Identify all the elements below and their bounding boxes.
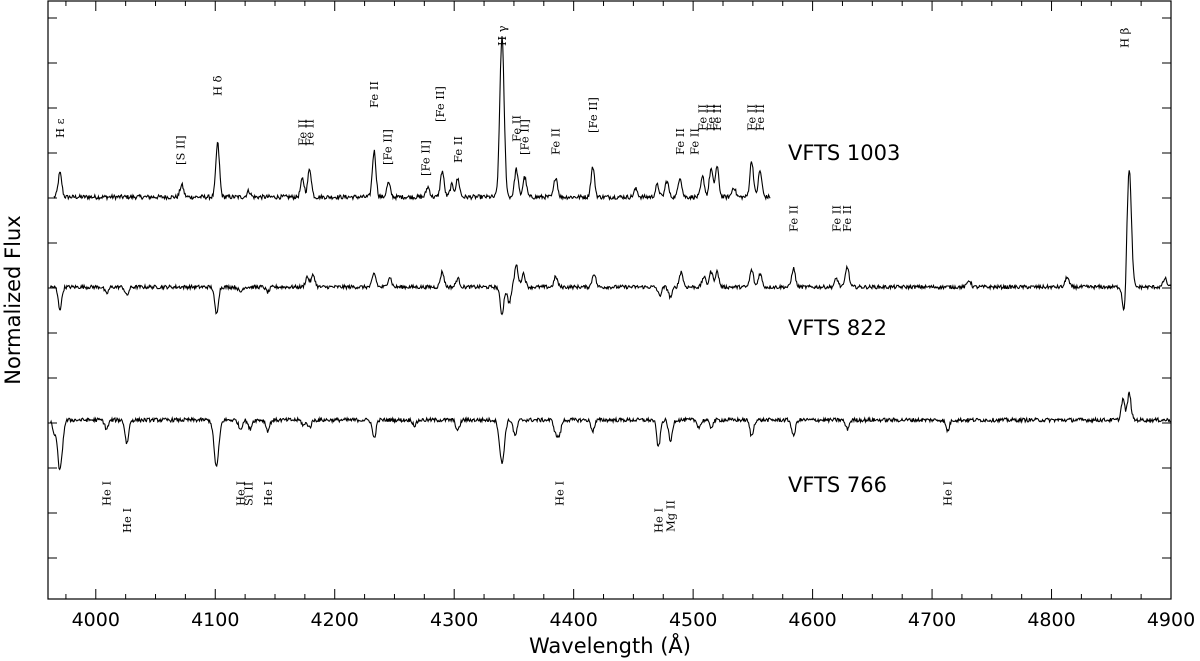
line-id-label: Fe II <box>829 205 843 232</box>
x-axis: 4000 4100 4200 4300 4400 4500 4600 4700 4800 4900 <box>65 1 1195 631</box>
x-tick-label: 4300 <box>430 609 478 631</box>
line-id-label: He I <box>100 481 114 506</box>
line-id-label: [Fe II] <box>586 97 600 133</box>
plot-frame <box>47 0 1172 600</box>
line-id-label: He I <box>261 481 275 506</box>
line-id-label: Fe II <box>295 119 309 146</box>
line-id-label: Fe II <box>745 104 759 131</box>
line-id-label: [Fe II] <box>419 140 433 176</box>
series-label: VFTS 766 <box>788 473 887 497</box>
line-id-label: H β <box>1117 27 1131 48</box>
line-id-label: [Fe II] <box>380 129 394 165</box>
spectrum-line <box>53 36 771 202</box>
annotations: VFTS 1003 VFTS 822 VFTS 766 H ε [S II] H δ Fe … <box>53 25 1131 533</box>
x-tick-label: 4800 <box>1027 609 1075 631</box>
line-id-label: [S II] <box>174 135 188 165</box>
line-id-label: He I <box>552 481 566 506</box>
series-label: VFTS 822 <box>788 316 887 340</box>
line-id-label: Mg II <box>663 500 677 532</box>
line-id-label: He I <box>120 508 134 533</box>
line-id-label: Fe II <box>549 128 563 155</box>
line-id-label: [Fe II] <box>518 119 532 155</box>
line-id-label: He I <box>941 481 955 506</box>
spectrum-line <box>49 391 1171 471</box>
line-id-label: Fe II <box>451 136 465 163</box>
x-axis-label: Wavelength (Å) <box>529 632 691 658</box>
line-id-label: Fe II <box>303 119 317 146</box>
x-tick-label: 4600 <box>788 609 836 631</box>
line-id-label: Fe II <box>367 81 381 108</box>
line-id-label: Fe II <box>696 104 710 131</box>
x-tick-label: 4500 <box>669 609 717 631</box>
line-id-label: Fe II <box>673 128 687 155</box>
line-id-label: Fe II <box>704 104 718 131</box>
line-id-label: He I <box>233 481 247 506</box>
x-tick-label: 4000 <box>72 609 120 631</box>
line-id-label: H γ <box>495 25 509 46</box>
line-id-label: He I <box>651 508 665 533</box>
y-axis-label: Normalized Flux <box>1 215 25 384</box>
line-id-label: Fe II <box>753 104 767 131</box>
line-id-label: Fe II <box>687 128 701 155</box>
line-id-label: H δ <box>211 75 225 96</box>
x-tick-label: 4400 <box>549 609 597 631</box>
line-id-label: Si II <box>242 482 256 506</box>
x-tick-label: 4200 <box>311 609 359 631</box>
spectrum-line <box>49 170 1172 316</box>
y-ticks <box>48 17 1171 559</box>
line-id-label: Fe II <box>840 205 854 232</box>
line-id-label: H ε <box>53 118 67 138</box>
line-id-label: Fe II <box>509 115 523 142</box>
line-id-label: Fe II <box>710 104 724 131</box>
series-label: VFTS 1003 <box>788 141 900 165</box>
spectra <box>49 36 1172 471</box>
x-tick-label: 4900 <box>1147 609 1195 631</box>
x-tick-label: 4100 <box>191 609 239 631</box>
line-id-label: Fe II <box>786 205 800 232</box>
line-id-label: [Fe II] <box>433 86 447 122</box>
x-tick-label: 4700 <box>908 609 956 631</box>
